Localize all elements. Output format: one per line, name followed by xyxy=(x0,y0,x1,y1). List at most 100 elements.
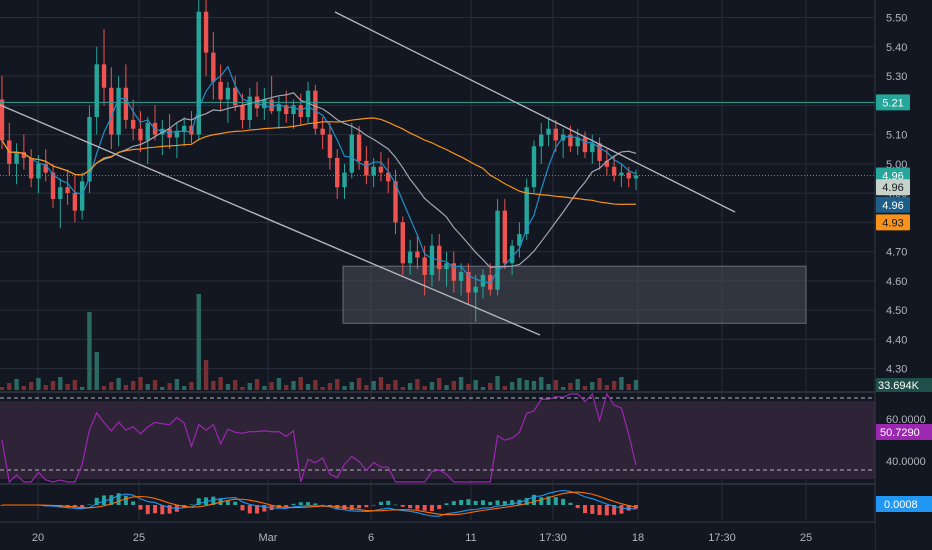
volume-bar xyxy=(58,377,63,390)
macd-histogram-bar xyxy=(72,505,77,508)
macd-signal-line xyxy=(2,491,637,516)
candle-body xyxy=(458,272,464,281)
price-axis[interactable]: 5.505.405.305.205.105.004.904.804.704.60… xyxy=(874,0,932,550)
rsi-line xyxy=(1,392,637,484)
lower-trendline xyxy=(0,104,541,336)
volume-bar xyxy=(0,387,5,390)
candle-body xyxy=(327,134,333,158)
candle-body xyxy=(138,128,143,141)
volume-bar xyxy=(160,387,165,390)
candle-body xyxy=(356,134,362,161)
price-tick-label: 4.30 xyxy=(886,364,907,376)
drawn-lines[interactable] xyxy=(0,11,875,336)
volume-bar xyxy=(597,378,602,390)
candle-body xyxy=(218,81,223,100)
volume-bar xyxy=(50,381,56,390)
macd-histogram-bar xyxy=(349,505,354,510)
candle-body xyxy=(349,134,354,173)
volume-bar xyxy=(524,380,529,390)
candle-body xyxy=(116,87,121,135)
volume-bar xyxy=(604,385,610,390)
volume-bar xyxy=(87,312,92,390)
volume-bar xyxy=(101,386,107,390)
volume-bar xyxy=(14,379,19,390)
macd-histogram-bar xyxy=(553,497,558,505)
candle-body xyxy=(502,210,508,264)
candle-body xyxy=(466,272,471,293)
macd-histogram-bar xyxy=(459,499,464,505)
rsi-tick-label: 60.0000 xyxy=(886,414,926,426)
macd-histogram-bar xyxy=(386,500,391,505)
volume-bar xyxy=(28,382,34,390)
volume-bar xyxy=(560,387,566,390)
candle-body xyxy=(531,146,537,188)
macd-histogram-bar xyxy=(262,505,267,512)
volume-bar xyxy=(415,379,420,390)
time-tick-label: 25 xyxy=(133,532,145,544)
volume-bar xyxy=(553,380,559,390)
candle-body xyxy=(262,99,267,109)
candle-body xyxy=(36,163,41,179)
macd-histogram-bar xyxy=(109,495,114,505)
volume-bar xyxy=(313,380,318,390)
macd-histogram-bar xyxy=(480,500,485,505)
macd-tag: 0.0008 xyxy=(884,499,918,511)
volume-tag-box xyxy=(876,378,932,392)
candle-body xyxy=(109,87,114,135)
volume-bar xyxy=(619,377,624,390)
macd-histogram-bar xyxy=(357,505,362,509)
macd-histogram-bar xyxy=(80,505,85,508)
volume-bar xyxy=(364,385,369,390)
candle-body xyxy=(517,234,522,246)
volume-bar xyxy=(72,380,78,390)
volume-bar xyxy=(611,381,617,390)
macd-histogram-bar xyxy=(626,505,631,511)
volume-bar xyxy=(473,380,478,390)
volume-bar xyxy=(575,379,580,390)
candle-body xyxy=(495,210,500,290)
macd-histogram-bar xyxy=(495,500,500,505)
macd-histogram-bar xyxy=(582,505,587,514)
volume-bar xyxy=(466,384,471,390)
volume-bar xyxy=(371,381,376,390)
candle-body xyxy=(87,117,92,182)
candle-body xyxy=(65,187,70,194)
candle-body xyxy=(43,163,48,173)
candle-body xyxy=(232,87,238,106)
price-tag-box xyxy=(876,94,910,111)
candle-body xyxy=(429,245,435,275)
macd-histogram-bar xyxy=(320,504,325,506)
macd-histogram-bar xyxy=(502,501,507,505)
time-tick-label: 6 xyxy=(368,532,374,544)
candle-body xyxy=(181,125,187,132)
candle-body xyxy=(568,134,573,147)
volume-bar xyxy=(444,385,449,390)
candle-body xyxy=(415,251,420,258)
volume-bar xyxy=(342,386,347,390)
volume-bar xyxy=(502,386,508,390)
volume-bar xyxy=(94,352,99,390)
candle-body xyxy=(240,105,245,120)
macd-histogram-bar xyxy=(568,502,573,505)
price-tag-box xyxy=(876,196,910,213)
volume-bar xyxy=(349,382,354,390)
candle-body xyxy=(451,263,457,281)
volume-bar xyxy=(196,294,201,390)
macd-histogram-bar xyxy=(437,505,442,510)
macd-histogram-bar xyxy=(393,504,398,506)
macd-histogram-bar xyxy=(291,503,296,505)
macd-histogram-bar xyxy=(604,505,609,516)
macd-histogram-bar xyxy=(138,505,143,510)
time-axis[interactable]: 20 25 Mar 6 11 17:30 18 17:30 25 xyxy=(0,521,875,550)
volume-bar xyxy=(116,378,121,390)
volume-bar xyxy=(488,383,493,390)
candle-body xyxy=(335,157,340,188)
macd-histogram-bar xyxy=(247,505,252,514)
candle-body xyxy=(582,137,588,153)
volume-bar xyxy=(152,380,158,390)
candle-body xyxy=(509,245,515,264)
volume-bar xyxy=(590,382,595,390)
volume-bar xyxy=(582,386,588,390)
